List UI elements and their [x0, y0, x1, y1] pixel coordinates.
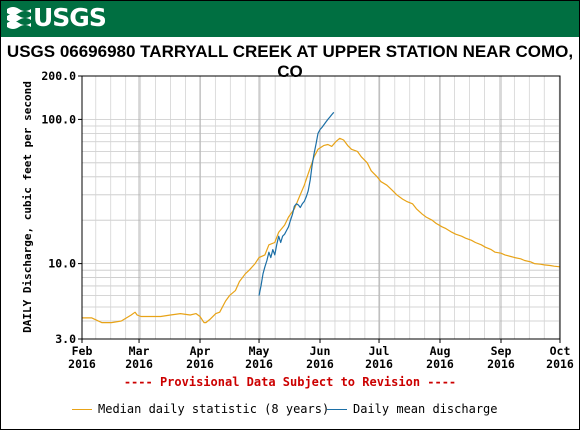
x-tick-month: Mar: [129, 344, 150, 358]
x-tick-year: 2016: [365, 357, 393, 371]
legend-label-daily-mean: Daily mean discharge: [353, 402, 498, 416]
series-daily-mean-line: [258, 111, 335, 296]
x-tick-month: Jul: [369, 344, 390, 358]
y-tick-label: 100.0: [41, 112, 76, 126]
usgs-banner: USGS: [1, 1, 579, 37]
legend-item-daily-mean: Daily mean discharge: [327, 402, 498, 416]
x-tick-month: Apr: [190, 344, 211, 358]
legend-swatch-daily-mean: [327, 408, 347, 410]
x-tick-year: 2016: [186, 357, 214, 371]
x-tick-month: Sep: [491, 344, 512, 358]
usgs-logo[interactable]: USGS: [5, 3, 107, 32]
x-tick-year: 2016: [306, 357, 334, 371]
series-layer: [82, 111, 561, 324]
legend-label-median: Median daily statistic (8 years): [98, 402, 330, 416]
y-tick-label: 3.0: [55, 332, 76, 346]
usgs-logo-icon: [7, 7, 31, 29]
x-tick-month: May: [249, 344, 270, 358]
y-tick-label: 10.0: [48, 257, 76, 271]
y-tick-label: 200.0: [41, 69, 76, 83]
x-tick-year: 2016: [546, 357, 574, 371]
x-tick-year: 2016: [487, 357, 515, 371]
plot-area-border: [81, 75, 561, 340]
grid-lines: [81, 75, 561, 340]
y-axis-label: DAILY Discharge, cubic feet per second: [21, 81, 34, 333]
x-tick-year: 2016: [245, 357, 273, 371]
x-tick-month: Feb: [72, 344, 93, 358]
series-median-line: [82, 137, 561, 324]
usgs-logo-text: USGS: [33, 3, 107, 32]
x-tick-year: 2016: [426, 357, 454, 371]
legend-swatch-median: [72, 408, 92, 410]
y-axis-ticks: 200.0 100.0 10.0 3.0: [41, 69, 82, 346]
x-tick-month: Jun: [310, 344, 331, 358]
x-tick-year: 2016: [125, 357, 153, 371]
x-axis-ticks: Feb2016Mar2016Apr2016May2016Jun2016Jul20…: [68, 339, 574, 371]
x-tick-month: Aug: [430, 344, 451, 358]
x-tick-year: 2016: [68, 357, 96, 371]
provisional-note: ---- Provisional Data Subject to Revisio…: [123, 375, 457, 389]
x-tick-month: Oct: [550, 344, 571, 358]
legend-item-median: Median daily statistic (8 years): [72, 402, 329, 416]
